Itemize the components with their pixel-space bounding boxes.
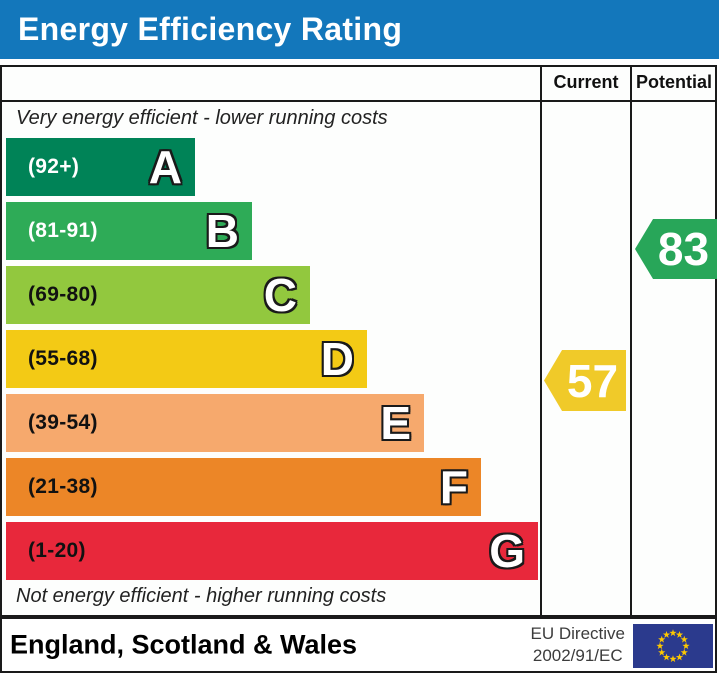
column-header-current: Current	[553, 72, 619, 92]
eu-directive-line1: EU Directive	[530, 623, 625, 643]
band-row-f: (21-38) F	[6, 458, 481, 516]
band-range-label: (39-54)	[28, 411, 98, 434]
band-range-label: (1-20)	[28, 539, 86, 562]
header-row-divider	[0, 100, 717, 102]
band-row-g: (1-20) G	[6, 522, 538, 580]
band-range-label: (55-68)	[28, 347, 98, 370]
band-letter: D	[320, 333, 355, 385]
potential-rating-arrow: 83	[635, 219, 717, 279]
band-letter: B	[205, 205, 240, 257]
band-row-e: (39-54) E	[6, 394, 424, 452]
band-letter: E	[379, 397, 412, 449]
bottom-note: Not energy efficient - higher running co…	[16, 585, 387, 607]
band-row-c: (69-80) C	[6, 266, 310, 324]
band-letter: A	[148, 141, 183, 193]
top-note: Very energy efficient - lower running co…	[16, 107, 388, 129]
current-rating-value: 57	[566, 354, 619, 407]
band-letter: F	[439, 461, 469, 513]
potential-column-divider	[630, 65, 632, 617]
band-range-label: (81-91)	[28, 219, 98, 242]
band-letter: G	[488, 525, 526, 577]
current-rating-arrow: 57	[544, 350, 626, 411]
current-column-divider	[540, 65, 542, 617]
band-letter: C	[263, 269, 298, 321]
band-row-d: (55-68) D	[6, 330, 367, 388]
eu-directive-line2: 2002/91/EC	[532, 646, 623, 665]
page-title: Energy Efficiency Rating	[18, 11, 403, 47]
region-label: England, Scotland & Wales	[10, 629, 358, 660]
band-row-a: (92+) A	[6, 138, 195, 196]
column-header-potential: Potential	[635, 72, 712, 92]
eu-flag-stars	[656, 629, 690, 663]
footer: England, Scotland & Wales EU Directive 2…	[0, 617, 717, 673]
band-range-label: (92+)	[28, 155, 80, 178]
eu-flag-icon	[633, 624, 713, 668]
band-range-label: (21-38)	[28, 475, 98, 498]
band-row-b: (81-91) B	[6, 202, 252, 260]
band-range-label: (69-80)	[28, 283, 98, 306]
eu-directive-text: EU Directive 2002/91/EC	[531, 623, 625, 667]
title-bar: Energy Efficiency Rating	[0, 0, 719, 59]
potential-rating-value: 83	[657, 223, 710, 275]
